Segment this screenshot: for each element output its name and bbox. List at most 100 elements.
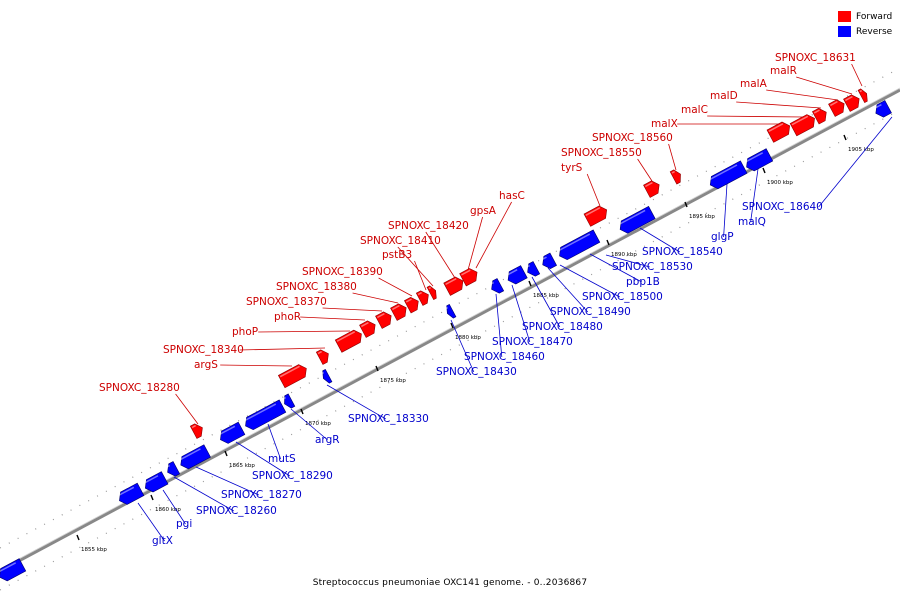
reverse-gene-label-argr: argR <box>315 434 340 446</box>
forward-gene-block <box>459 268 478 287</box>
leader-layer <box>137 63 893 542</box>
tick-label: 1895 kbp <box>689 214 715 220</box>
reverse-gene-block-shape <box>527 261 541 277</box>
forward-gene-block-highlight <box>428 286 431 290</box>
forward-gene-label-spnoxc-18370: SPNOXC_18370 <box>246 296 327 308</box>
reverse-gene-label-spnoxc-18460: SPNOXC_18460 <box>464 351 545 363</box>
tick-mark <box>300 408 304 415</box>
forward-gene-block-highlight <box>829 100 838 107</box>
reverse-leader-spnoxc-18470 <box>511 284 531 343</box>
reverse-gene-block-shape <box>559 229 601 261</box>
reverse-leader-spnoxc-18490 <box>547 267 589 313</box>
forward-gene-block-shape <box>766 121 791 143</box>
reverse-leader-malq <box>750 168 759 223</box>
reverse-gene-label-spnoxc-18540: SPNOXC_18540 <box>642 246 723 258</box>
forward-gene-label-spnoxc-18550: SPNOXC_18550 <box>561 147 642 159</box>
reverse-leader-muts <box>267 423 281 460</box>
reverse-gene-label-malq: malQ <box>738 216 766 228</box>
forward-leader-hasc <box>475 201 512 269</box>
forward-gene-label-tyrs: tyrS <box>561 162 583 174</box>
forward-gene-block-highlight <box>859 89 862 93</box>
forward-gene-block-shape <box>459 268 478 287</box>
forward-gene-block-shape <box>390 303 407 321</box>
forward-gene-block-highlight <box>813 109 820 114</box>
tick-label: 1855 kbp <box>81 547 107 553</box>
reverse-gene-block-shape <box>322 369 333 384</box>
forward-gene-block <box>375 311 392 329</box>
forward-gene-block-highlight <box>644 181 653 188</box>
tick-mark <box>528 280 532 287</box>
reverse-gene-block <box>178 444 211 470</box>
forward-leader-gpsa <box>467 216 483 271</box>
forward-gene-block-shape <box>857 88 868 103</box>
reverse-gene-block-highlight <box>618 209 646 226</box>
reverse-gene-label-spnoxc-18470: SPNOXC_18470 <box>492 336 573 348</box>
reverse-gene-label-spnoxc-18490: SPNOXC_18490 <box>550 306 631 318</box>
forward-gene-block-highlight <box>391 304 400 311</box>
reverse-gene-block-highlight <box>165 464 170 469</box>
tick-mark <box>762 167 766 174</box>
reverse-gene-block-shape <box>0 558 27 582</box>
forward-gene-label-malr: malR <box>770 65 797 77</box>
reverse-gene-label-spnoxc-18270: SPNOXC_18270 <box>221 489 302 501</box>
reverse-gene-block-shape <box>245 399 287 431</box>
reverse-leader-spnoxc-18270 <box>195 466 259 496</box>
forward-leader-spnoxc-18420 <box>425 231 456 279</box>
forward-gene-block-shape <box>277 364 307 389</box>
reverse-gene-block-highlight <box>0 562 17 573</box>
reverse-leader-spnoxc-18430 <box>450 319 475 373</box>
forward-gene-label-gpsa: gpsA <box>470 205 497 217</box>
reverse-gene-block-shape <box>542 252 557 269</box>
forward-gene-block <box>828 99 845 117</box>
reverse-leader-pbp1b <box>589 253 642 283</box>
reverse-leader-gltx <box>137 502 165 542</box>
forward-leader-spnoxc-18550 <box>637 158 653 182</box>
reverse-gene-label-pbp1b: pbp1B <box>626 276 660 288</box>
forward-leader-spnoxc-18390 <box>378 277 413 297</box>
forward-gene-block-shape <box>843 94 860 112</box>
forward-gene-block-highlight <box>585 207 601 216</box>
forward-leader-mala <box>766 89 839 101</box>
forward-leader-pstb3 <box>414 260 427 291</box>
forward-gene-block <box>857 88 868 103</box>
reverse-gene-block-shape <box>119 482 145 505</box>
forward-gene-block <box>583 205 608 227</box>
forward-gene-block-shape <box>812 108 827 125</box>
forward-gene-block-highlight <box>360 321 369 328</box>
reverse-gene-block-shape <box>446 304 457 319</box>
reverse-gene-block-shape <box>284 393 296 409</box>
tick-label: 1870 kbp <box>305 421 331 427</box>
reverse-gene-block <box>165 461 181 477</box>
forward-gene-block-shape <box>359 320 376 338</box>
tick-layer: 1855 kbp 1860 kbp 1865 kbp 1870 kbp 1875 kbp… <box>76 134 874 553</box>
forward-gene-block <box>426 285 437 300</box>
legend-forward: Forward <box>838 9 892 24</box>
reverse-gene-block <box>321 369 333 384</box>
reverse-gene-block <box>708 160 748 190</box>
reverse-gene-block <box>218 421 246 444</box>
forward-gene-block-highlight <box>376 312 385 319</box>
forward-leader-tyrs <box>586 173 601 207</box>
forward-gene-label-pstb3: pstB3 <box>382 249 412 261</box>
forward-gene-block <box>669 169 681 185</box>
forward-gene-label-spnoxc-18380: SPNOXC_18380 <box>276 281 357 293</box>
reverse-gene-block <box>618 205 656 234</box>
forward-leader-spnoxc-18370 <box>322 307 383 312</box>
reverse-gene-label-spnoxc-18260: SPNOXC_18260 <box>196 505 277 517</box>
reverse-gene-block-highlight <box>557 233 591 252</box>
forward-gene-block-shape <box>583 205 608 227</box>
tick-mark <box>843 134 847 141</box>
reverse-gene-block <box>744 148 774 172</box>
reverse-gene-block <box>873 100 892 118</box>
reverse-leader-glgp <box>723 183 728 238</box>
reverse-leader-spnoxc-18290 <box>235 441 291 477</box>
forward-gene-label-args: argS <box>194 359 218 371</box>
reverse-gene-label-spnoxc-18480: SPNOXC_18480 <box>522 321 603 333</box>
reverse-gene-block <box>557 229 601 261</box>
reverse-gene-label-spnoxc-18530: SPNOXC_18530 <box>612 261 693 273</box>
tick-label: 1860 kbp <box>155 507 181 513</box>
forward-gene-label-hasc: hasC <box>499 190 525 202</box>
forward-gene-block-shape <box>315 349 329 365</box>
reverse-gene-block <box>489 278 505 294</box>
